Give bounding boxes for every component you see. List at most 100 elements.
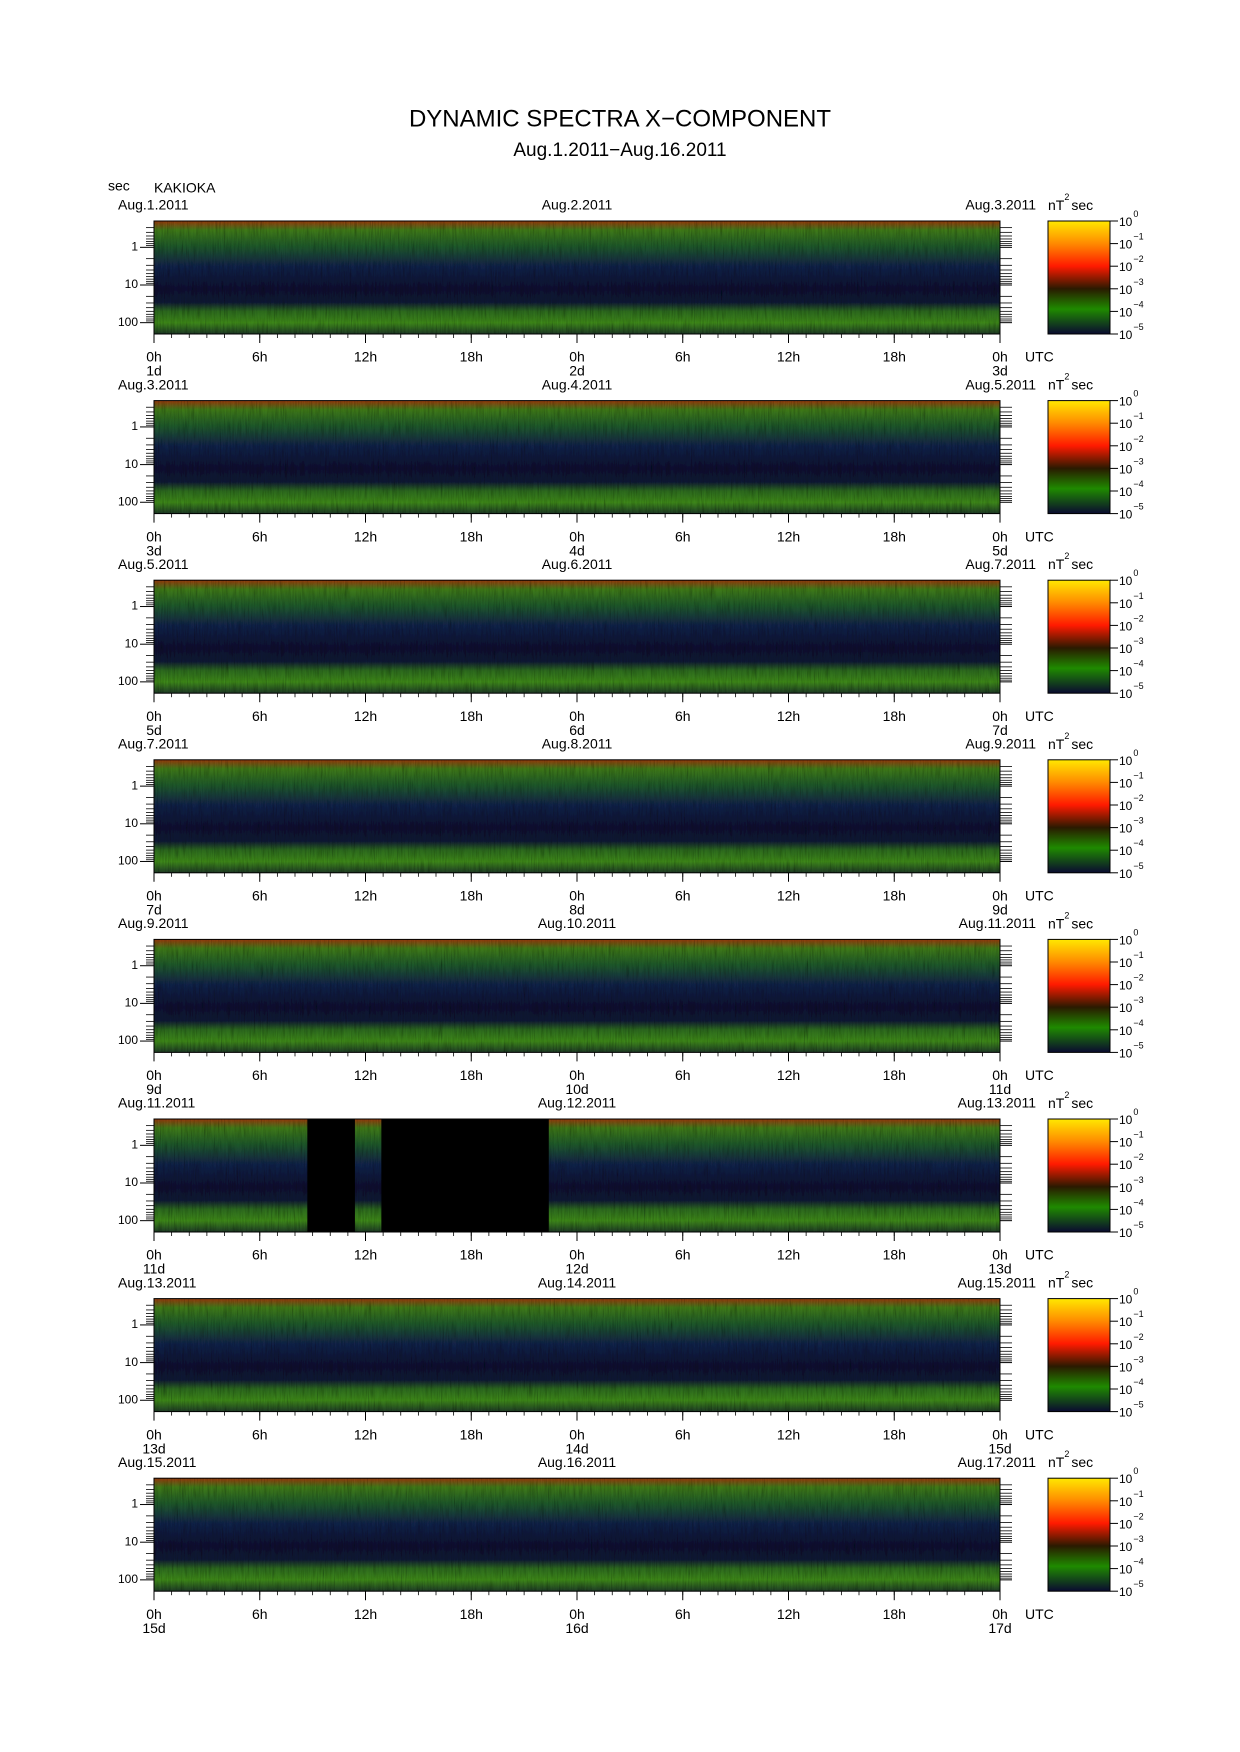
colorbar-unit-part: nT: [1048, 1095, 1065, 1111]
x-tick-label: 12h: [777, 888, 800, 904]
colorbar-tick-label: 10−2: [1119, 973, 1144, 993]
y-tick-label: 100: [118, 1572, 138, 1586]
colorbar-tick-base: 10: [1119, 1136, 1133, 1150]
colorbar-tick-label: 10−1: [1119, 1489, 1144, 1509]
date-label: Aug.5.2011: [965, 376, 1036, 392]
x-tick-label: 18h: [460, 1247, 483, 1263]
x-tick-label: 0h: [569, 1247, 585, 1263]
y-tick-label: 100: [118, 674, 138, 688]
date-label: Aug.3.2011: [118, 376, 189, 392]
colorbar-tick-exp: −3: [1133, 1355, 1143, 1365]
colorbar-tick-base: 10: [1119, 799, 1133, 813]
colorbar-tick-exp: 0: [1133, 209, 1138, 219]
colorbar-tick-label: 10−3: [1119, 1355, 1144, 1375]
colorbar-tick-exp: −1: [1133, 232, 1143, 242]
colorbar-unit-part: 2: [1064, 552, 1069, 562]
y-tick-label: 100: [118, 854, 138, 868]
colorbar-tick-label: 10−4: [1119, 300, 1144, 320]
colorbar-tick-label: 10−5: [1119, 1220, 1144, 1240]
x-tick-label: 6h: [252, 888, 268, 904]
colorbar: [1047, 938, 1111, 1053]
colorbar-tick-label: 10−5: [1119, 1041, 1144, 1061]
colorbar-unit-part: 2: [1064, 1090, 1069, 1100]
x-tick-label: 18h: [883, 1067, 906, 1083]
colorbar-tick-base: 10: [1119, 1585, 1133, 1599]
y-tick-label: 1: [131, 239, 138, 253]
day-label: 15d: [988, 1440, 1011, 1456]
y-tick-label: 1: [131, 419, 138, 433]
colorbar-tick-label: 10−1: [1119, 1130, 1144, 1150]
colorbar-tick-label: 10−3: [1119, 1534, 1144, 1554]
colorbar-unit-part: nT: [1048, 556, 1065, 572]
colorbar-tick-exp: −3: [1133, 457, 1143, 467]
colorbar-tick-base: 10: [1119, 1113, 1133, 1127]
y-tick-label: 100: [118, 1033, 138, 1047]
spectrum: [154, 1478, 1000, 1592]
colorbar-tick-base: 10: [1119, 1001, 1133, 1015]
colorbar-tick-exp: −4: [1133, 839, 1143, 849]
colorbar-tick-base: 10: [1119, 1383, 1133, 1397]
colorbar-tick-exp: −3: [1133, 1175, 1143, 1185]
date-label: Aug.1.2011: [118, 197, 189, 213]
x-tick-label: 18h: [460, 1426, 483, 1442]
colorbar-unit-part: sec: [1071, 1454, 1093, 1470]
colorbar-tick-base: 10: [1119, 867, 1133, 881]
colorbar-tick-base: 10: [1119, 754, 1133, 768]
colorbar-tick-base: 10: [1119, 642, 1133, 656]
x-tick-label: 6h: [675, 349, 691, 365]
colorbar-tick-exp: −4: [1133, 1557, 1143, 1567]
colorbar-tick-base: 10: [1119, 620, 1133, 634]
date-label: Aug.13.2011: [958, 1095, 1037, 1111]
y-tick-label: 10: [125, 1534, 139, 1548]
day-label: 10d: [565, 1081, 588, 1097]
colorbar-tick-label: 10−1: [1119, 412, 1144, 432]
y-tick-label: 100: [118, 494, 138, 508]
date-label: Aug.9.2011: [118, 915, 189, 931]
y-unit: sec: [108, 178, 130, 194]
colorbar-tick-base: 10: [1119, 1181, 1133, 1195]
colorbar-tick-base: 10: [1119, 283, 1133, 297]
x-tick-label: 0h: [146, 528, 162, 544]
colorbar-tick-exp: −2: [1133, 1512, 1143, 1522]
y-tick-label: 1: [131, 1137, 138, 1151]
colorbar-tick-label: 10−2: [1119, 1512, 1144, 1532]
colorbar-tick-label: 100: [1119, 1107, 1138, 1127]
colorbar-unit-part: sec: [1071, 736, 1093, 752]
date-label: Aug.14.2011: [538, 1274, 617, 1290]
date-label: Aug.5.2011: [118, 556, 189, 572]
colorbar-tick-exp: 0: [1133, 389, 1138, 399]
colorbar-tick-base: 10: [1119, 1518, 1133, 1532]
spectrum: [154, 400, 1000, 514]
colorbar-tick-label: 100: [1119, 209, 1138, 229]
x-tick-label: 18h: [883, 1247, 906, 1263]
x-tick-label: 0h: [992, 1426, 1008, 1442]
colorbar-tick-exp: 0: [1133, 1287, 1138, 1297]
colorbar-tick-exp: 0: [1133, 1467, 1138, 1477]
colorbar-tick-exp: −5: [1133, 1400, 1143, 1410]
day-label: 9d: [992, 902, 1008, 918]
colorbar-tick-base: 10: [1119, 956, 1133, 970]
date-label: Aug.17.2011: [958, 1454, 1037, 1470]
x-tick-label: 18h: [883, 1426, 906, 1442]
day-label: 13d: [142, 1440, 165, 1456]
date-label: Aug.6.2011: [542, 556, 613, 572]
data-gap: [307, 1119, 355, 1232]
x-tick-label: 0h: [992, 708, 1008, 724]
colorbar-tick-exp: −4: [1133, 479, 1143, 489]
x-tick-label: 18h: [460, 888, 483, 904]
colorbar-tick-label: 10−1: [1119, 232, 1144, 252]
x-tick-label: 0h: [992, 1247, 1008, 1263]
x-tick-label: 12h: [354, 1067, 377, 1083]
colorbar-tick-label: 10−3: [1119, 816, 1144, 836]
colorbar-tick-exp: −2: [1133, 614, 1143, 624]
colorbar-tick-exp: −4: [1133, 1377, 1143, 1387]
y-tick-label: 100: [118, 1392, 138, 1406]
x-unit: UTC: [1025, 1606, 1054, 1622]
colorbar-tick-label: 100: [1119, 1287, 1138, 1307]
spectrum: [154, 1298, 1000, 1412]
x-tick-label: 0h: [146, 888, 162, 904]
colorbar: [1047, 400, 1111, 515]
colorbar-tick-label: 10−2: [1119, 434, 1144, 454]
day-label: 15d: [142, 1620, 165, 1636]
x-unit: UTC: [1025, 888, 1054, 904]
